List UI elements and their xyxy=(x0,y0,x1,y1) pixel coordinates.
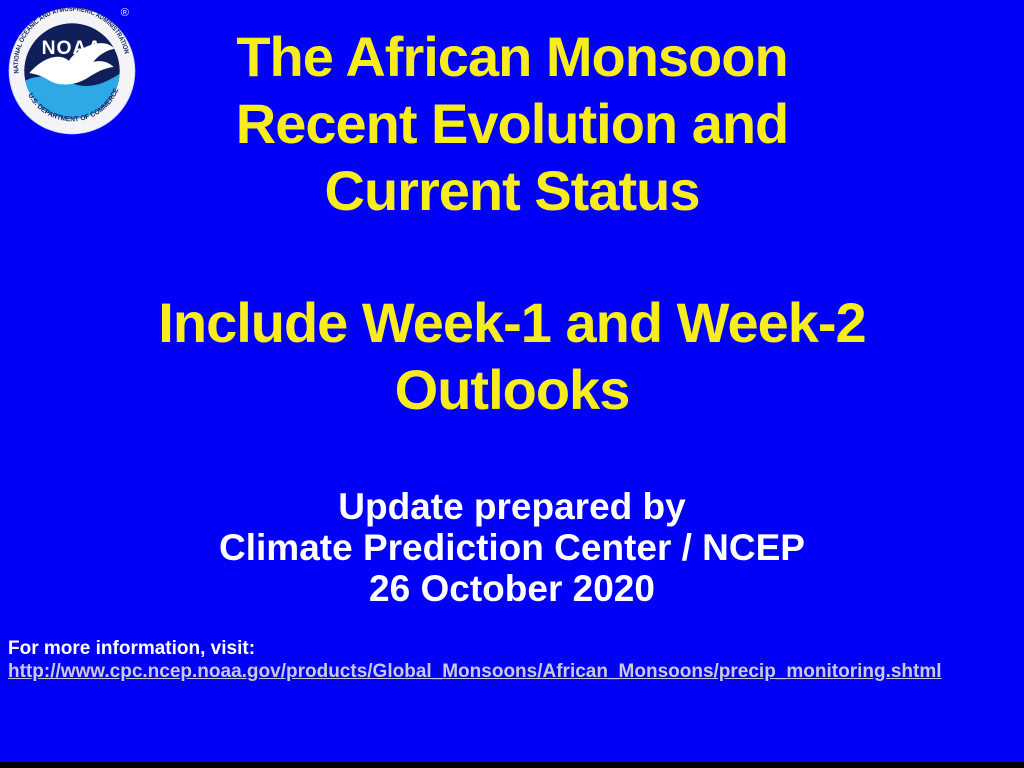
logo-seagull-icon xyxy=(29,43,115,85)
logo-emblem: NOAA xyxy=(24,23,120,119)
registered-trademark-icon: ® xyxy=(121,7,130,19)
noaa-logo: NOAA NATIONAL OCEANIC AND ATMOSPHERIC AD… xyxy=(8,6,136,135)
prepared-line-3: 26 October 2020 xyxy=(369,568,655,609)
bottom-bar xyxy=(0,762,1024,768)
footer-link[interactable]: http://www.cpc.ncep.noaa.gov/products/Gl… xyxy=(8,661,942,682)
footer: For more information, visit: http://www.… xyxy=(8,637,1018,683)
title-line-3: Current Status xyxy=(324,159,701,222)
slide-subtitle: Include Week-1 and Week-2 Outlooks xyxy=(0,289,1024,423)
prepared-by-text: Update prepared by Climate Prediction Ce… xyxy=(0,486,1024,609)
subtitle-line-2: Outlooks xyxy=(394,358,631,421)
prepared-line-2: Climate Prediction Center / NCEP xyxy=(219,527,805,568)
footer-label: For more information, visit: xyxy=(8,638,256,659)
prepared-line-1: Update prepared by xyxy=(338,486,686,527)
subtitle-line-1: Include Week-1 and Week-2 xyxy=(158,291,866,354)
title-line-1: The African Monsoon xyxy=(236,25,788,88)
title-line-2: Recent Evolution and xyxy=(235,92,790,155)
slide-title: The African Monsoon Recent Evolution and… xyxy=(0,23,1024,224)
logo-noaa-text: NOAA xyxy=(42,38,103,59)
